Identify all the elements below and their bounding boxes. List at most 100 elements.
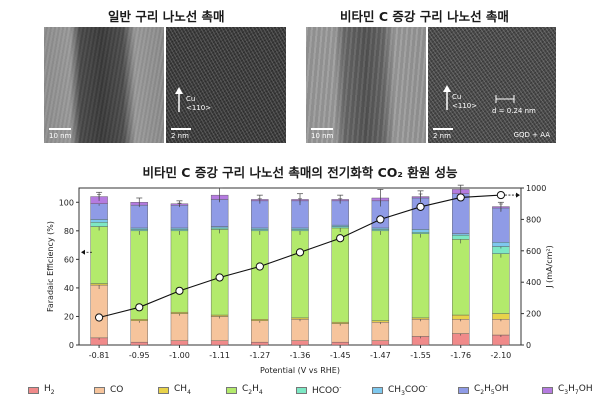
current-density-point <box>416 202 425 211</box>
bar-segment-ch4 <box>371 320 390 323</box>
current-density-point <box>336 234 345 243</box>
normal-catalyst-title: 일반 구리 나노선 촉매 <box>108 9 225 24</box>
bar-segment-hcoo <box>130 229 148 232</box>
bar-segment-c2h4 <box>170 230 189 313</box>
legend-item-hcoo: HCOO- <box>296 383 341 397</box>
x-tick-label: -1.27 <box>249 351 270 360</box>
scale-bar <box>171 128 191 130</box>
hrtem-image-vitamin-c: Cu <110> d = 0.24 nm 2 nm GQD + AA <box>428 27 556 143</box>
bar-segment-c2h4 <box>291 230 309 319</box>
bar-segment-h2 <box>210 340 229 346</box>
lattice-spacing-marker <box>495 95 515 103</box>
legend-label: CO <box>110 385 124 395</box>
y-tick-label: 20 <box>64 312 74 321</box>
bar-segment-c2h5oh <box>210 199 229 227</box>
bar-segment-hcoo <box>210 227 229 230</box>
bar-segment-hcoo <box>331 226 349 229</box>
legend-label: C2H4 <box>242 384 263 396</box>
bar-segment-hcoo <box>170 229 189 232</box>
bar-segment-ch3coo <box>90 219 108 223</box>
legend-item-h2: H2 <box>28 383 55 397</box>
bar-segment-c2h5oh <box>130 204 148 229</box>
bar-segment-ch3coo <box>291 227 309 230</box>
legend-item-ch4: CH4 <box>158 383 191 397</box>
bar-segment-h2 <box>130 341 148 346</box>
legend-swatch <box>372 386 383 394</box>
y-tick-label: 0 <box>69 341 74 350</box>
bar-segment-h2 <box>251 341 269 346</box>
current-density-point <box>135 303 144 312</box>
hrtem-image-normal: Cu <110> 2 nm <box>166 27 286 143</box>
bar-segment-co <box>130 320 148 343</box>
bar-segment-c2h5oh <box>251 200 269 229</box>
crystal-direction-arrow <box>175 87 183 112</box>
bar-segment-co <box>210 316 229 341</box>
bar-segment-ch3coo <box>130 227 148 230</box>
current-density-point <box>215 273 224 282</box>
y2-tick-label: 1000 <box>526 184 546 193</box>
bar-segment-ch3coo <box>452 233 470 236</box>
legend-label: CH4 <box>174 384 191 396</box>
bar-segment-c2h5oh <box>411 197 430 230</box>
legend-swatch <box>542 386 553 394</box>
x-tick-label: -1.11 <box>209 351 230 360</box>
bar-segment-c2h4 <box>210 229 229 316</box>
current-density-point <box>496 190 506 200</box>
bar-segment-ch4 <box>90 283 108 286</box>
bar-segment-ch3coo <box>251 227 269 230</box>
bar-segment-h2 <box>170 340 189 346</box>
bar-segment-ch3coo <box>331 224 349 227</box>
y2-tick-label: 600 <box>526 247 541 256</box>
bar-segment-ch3coo <box>210 226 229 229</box>
crystal-direction-label: Cu <110> <box>186 95 212 112</box>
y2-tick-label: 400 <box>526 278 541 287</box>
x-tick-label: -0.81 <box>89 351 110 360</box>
scale-label: 10 nm <box>311 132 334 140</box>
bar-segment-h2 <box>371 340 390 346</box>
scale-label: 10 nm <box>49 132 72 140</box>
bar-segment-ch3coo <box>411 229 430 233</box>
bar-segment-c2h5oh <box>331 200 349 226</box>
legend-label: C2H5OH <box>474 384 509 396</box>
bar-segment-co <box>411 319 430 337</box>
current-density-point <box>295 248 305 257</box>
bar-segment-h2 <box>331 341 349 346</box>
legend-swatch <box>94 386 105 394</box>
y2-axis-label: J (mA/cm²) <box>545 245 554 289</box>
bar-segment-c2h4 <box>492 253 510 314</box>
bar-segment-ch4 <box>411 317 430 320</box>
bar-segment-c2h5oh <box>170 204 189 229</box>
bar-segment-ch4 <box>210 314 229 317</box>
sample-label: GQD + AA <box>513 131 550 139</box>
crystal-direction-label: Cu <110> <box>452 93 478 110</box>
scale-bar <box>433 128 453 130</box>
y2-tick-label: 0 <box>526 341 531 350</box>
bar-segment-co <box>90 284 108 339</box>
current-density-point <box>255 262 264 271</box>
chart-title: 비타민 C 증강 구리 나노선 촉매의 전기화학 CO₂ 환원 성능 <box>142 165 458 180</box>
y-tick-label: 40 <box>64 284 74 293</box>
bar-segment-hcoo <box>411 232 430 234</box>
bar-segment-h2 <box>291 340 309 346</box>
legend-swatch <box>296 386 307 394</box>
y-tick-label: 80 <box>64 227 74 236</box>
y2-tick-label: 200 <box>526 310 541 319</box>
tem-image-normal: 10 nm <box>44 27 164 143</box>
x-axis-label: Potential (V vs RHE) <box>260 366 340 375</box>
bar-segment-co <box>452 319 470 334</box>
legend-swatch <box>458 386 469 394</box>
x-tick-label: -2.10 <box>491 351 512 360</box>
bar-segment-c2h4 <box>251 230 269 320</box>
scale-label: 2 nm <box>433 132 451 140</box>
bar-segment-hcoo <box>452 234 470 240</box>
y2-tick-label: 800 <box>526 215 541 224</box>
x-tick-label: -1.47 <box>370 351 391 360</box>
bar-segment-hcoo <box>291 229 309 232</box>
bar-segment-hcoo <box>251 229 269 232</box>
bar-segment-ch4 <box>130 319 148 321</box>
legend-swatch <box>158 386 169 394</box>
fe-axis-arrowhead <box>81 249 85 255</box>
x-tick-label: -1.00 <box>169 351 190 360</box>
bar-segment-ch4 <box>291 317 309 320</box>
